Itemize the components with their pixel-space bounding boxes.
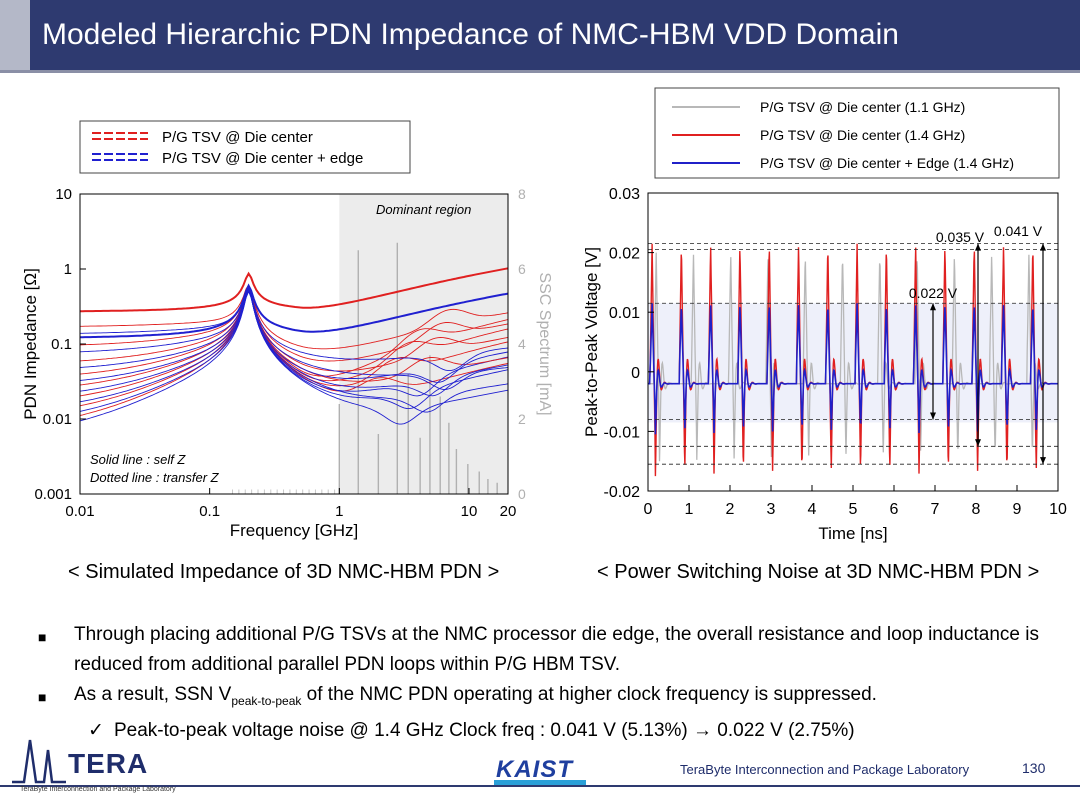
x-tick-label: 0.1 (199, 503, 220, 520)
footer-divider (0, 785, 1080, 787)
lab-name: TeraByte Interconnection and Package Lab… (680, 762, 970, 777)
x-axis-label: Time [ns] (818, 524, 887, 543)
y-tick-label: -0.02 (604, 484, 641, 501)
annotation-label: 0.041 V (994, 223, 1043, 239)
waveform-1p4ghz-edge (648, 303, 1058, 435)
title-divider (0, 70, 1080, 73)
transfer-z-curve-edge (79, 290, 508, 425)
x-tick-label: 10 (1049, 501, 1067, 518)
y2-tick-label: 2 (518, 411, 526, 427)
y-tick-label: 0.01 (43, 411, 72, 428)
sub-bullet-item: ✓ Peak-to-peak voltage noise @ 1.4 GHz C… (38, 716, 1058, 746)
y-tick-label: 10 (55, 186, 72, 203)
transfer-z-curve-edge (79, 288, 508, 390)
x-tick-label: 5 (849, 501, 858, 518)
y-tick-label: 0 (631, 365, 640, 382)
y-axis-label: Peak-to-Peak Voltage [V] (582, 247, 601, 437)
y-tick-label: 0.01 (609, 305, 640, 322)
y-tick-label: 0.001 (34, 486, 72, 503)
bullet-item: ■ Through placing additional P/G TSVs at… (38, 620, 1058, 680)
legend-label: P/G TSV @ Die center + edge (162, 150, 363, 167)
legend-label: P/G TSV @ Die center (1.4 GHz) (760, 127, 965, 143)
x-tick-label: 3 (767, 501, 776, 518)
x-axis-label: Frequency [GHz] (230, 521, 359, 540)
caption-impedance: < Simulated Impedance of 3D NMC-HBM PDN … (68, 561, 500, 583)
y-axis-label: PDN Impedance [Ω] (21, 268, 40, 420)
x-tick-label: 20 (500, 503, 517, 520)
title-bar (0, 0, 1080, 70)
transfer-z-curve-edge (79, 290, 509, 412)
tera-logo-icon (12, 739, 66, 784)
transfer-z-curve-center (79, 286, 508, 372)
self-z-curve-center (80, 267, 509, 313)
slide-title: Modeled Hierarchic PDN Impedance of NMC-… (42, 18, 899, 51)
tera-logo-subtitle: TeraByte Interconnection and Package Lab… (20, 786, 176, 793)
self-z-curve-edge (80, 283, 509, 339)
y2-tick-label: 6 (518, 261, 526, 277)
bullet-list: ■ Through placing additional P/G TSVs at… (38, 620, 1058, 746)
y-tick-label: 1 (64, 261, 72, 278)
bullet-marker: ■ (38, 629, 47, 645)
y2-axis-label: SSC Spectrum [mA] (536, 272, 553, 415)
x-tick-label: 1 (685, 501, 694, 518)
x-tick-label: 0.01 (65, 503, 94, 520)
annotation-label: 0.022 V (909, 285, 958, 301)
noise-chart: 0.041 V 0.035 V 0.022 V 0 1 2 3 4 5 6 7 8 9 10 -0.02 -0… (582, 87, 1067, 543)
legend-box (79, 120, 411, 174)
x-tick-label: 0 (644, 501, 653, 518)
transfer-z-curve-center (80, 284, 508, 350)
x-tick-label: 6 (890, 501, 899, 518)
region-label: Dominant region (376, 202, 471, 217)
transfer-z-curve-edge (79, 289, 508, 413)
y-tick-label: 0.1 (51, 336, 72, 353)
annotation-self-z: Solid line : self Z (90, 452, 186, 467)
x-tick-label: 7 (931, 501, 940, 518)
transfer-z-curve-center (79, 285, 508, 362)
transfer-z-curve-center (79, 286, 509, 407)
legend-label: P/G TSV @ Die center (162, 129, 313, 146)
x-tick-label: 9 (1013, 501, 1022, 518)
transfer-z-curve-edge (79, 289, 508, 397)
check-icon: ✓ (88, 719, 104, 741)
bullet-item: ■ As a result, SSN Vpeak-to-peak of the … (38, 680, 1058, 716)
x-tick-label: 2 (726, 501, 735, 518)
legend-label: P/G TSV @ Die center (1.1 GHz) (760, 99, 965, 115)
title-accent (0, 0, 30, 70)
annotation-label: 0.035 V (936, 229, 985, 245)
legend-label: P/G TSV @ Die center + Edge (1.4 GHz) (760, 155, 1014, 171)
y2-tick-label: 0 (518, 486, 526, 502)
y-tick-label: 0.03 (609, 186, 640, 203)
transfer-z-curve-edge (79, 289, 508, 403)
kaist-logo-bar (494, 780, 586, 785)
caption-noise: < Power Switching Noise at 3D NMC-HBM PD… (597, 561, 1040, 583)
y2-tick-label: 4 (518, 336, 526, 352)
x-tick-label: 4 (808, 501, 817, 518)
tera-logo-text: TERA (68, 748, 149, 779)
transfer-z-curve-center (79, 286, 509, 386)
x-tick-label: 1 (335, 503, 343, 520)
page-number: 130 (1022, 760, 1046, 776)
y-tick-label: 0.02 (609, 246, 640, 263)
y2-tick-label: 8 (518, 186, 526, 202)
bullet-text: Through placing additional P/G TSVs at t… (74, 624, 1039, 675)
annotation-transfer-z: Dotted line : transfer Z (90, 470, 220, 485)
bullet-text: As a result, SSN Vpeak-to-peak of the NM… (74, 684, 877, 708)
transfer-z-curve-edge (80, 287, 508, 372)
x-tick-label: 8 (972, 501, 981, 518)
bullet-marker: ■ (38, 689, 47, 705)
x-tick-label: 10 (461, 503, 478, 520)
transfer-z-curve-center (79, 286, 508, 382)
y-tick-label: -0.01 (604, 424, 641, 441)
sub-bullet-text: Peak-to-peak voltage noise @ 1.4 GHz Clo… (114, 719, 855, 741)
transfer-z-curve-edge (79, 289, 508, 383)
kaist-logo: KAIST (496, 756, 573, 783)
